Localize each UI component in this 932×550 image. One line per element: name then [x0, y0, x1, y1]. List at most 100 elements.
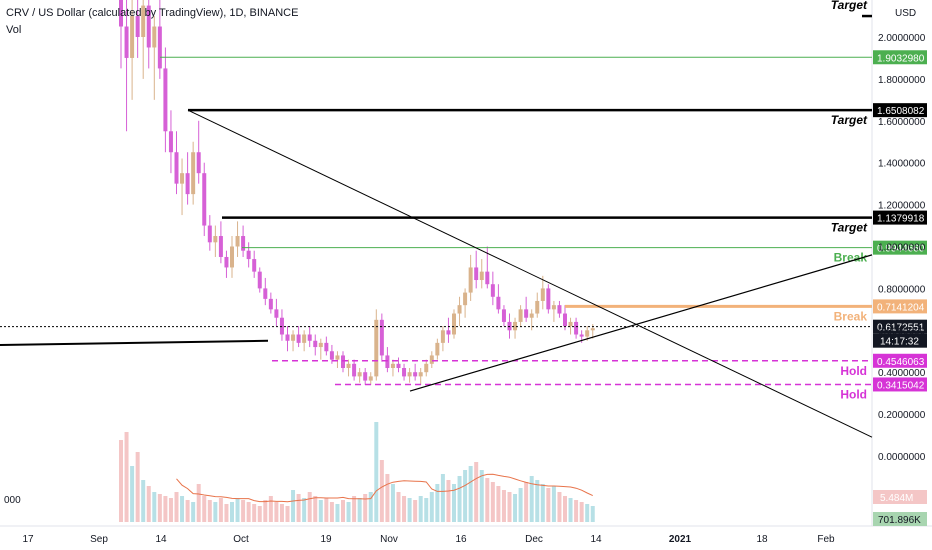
candle-body	[368, 376, 373, 381]
candle-body	[202, 173, 207, 226]
candle-body	[413, 372, 418, 377]
x-tick-label: Sep	[90, 534, 108, 545]
price-tag-text: 0.7141204	[877, 302, 925, 313]
volume-bar	[418, 496, 423, 522]
volume-bar	[507, 492, 512, 522]
price-tag-text: 0.4546063	[877, 357, 925, 368]
candle-body	[318, 342, 323, 348]
x-tick-label: 19	[320, 534, 332, 545]
y-tick-label: 0.2000000	[878, 410, 926, 421]
candle-body	[168, 131, 173, 153]
candle-body	[213, 236, 218, 243]
volume-bar	[574, 500, 579, 522]
volume-bar	[457, 476, 462, 522]
candle-body	[224, 256, 229, 268]
volume-bars	[119, 422, 595, 522]
candle-body	[257, 271, 262, 289]
volume-bar	[191, 502, 196, 522]
candle-body	[540, 288, 545, 301]
candle-body	[235, 236, 240, 247]
volume-tag-text: 5.484M	[880, 493, 913, 504]
volume-bar	[313, 496, 318, 522]
volume-bar	[524, 482, 529, 522]
volume-bar	[368, 492, 373, 522]
price-tag	[873, 240, 927, 255]
volume-bar	[246, 502, 251, 522]
candle-body	[329, 351, 334, 360]
chart-title: CRV / US Dollar (calculated by TradingVi…	[6, 7, 299, 19]
volume-tag	[873, 490, 927, 504]
volume-bar	[285, 506, 290, 522]
candle-body	[363, 372, 368, 381]
candle-body	[152, 26, 157, 48]
volume-bar	[363, 494, 368, 522]
partial-volume-tick: 000	[4, 495, 21, 506]
candle-body	[568, 321, 573, 327]
volume-bar	[446, 480, 451, 522]
volume-bar	[318, 500, 323, 522]
volume-bar	[490, 482, 495, 522]
x-tick-label: 14	[590, 534, 602, 545]
volume-bar	[291, 490, 296, 522]
x-tick-label: 18	[756, 534, 768, 545]
volume-bar	[263, 500, 268, 522]
volume-bar	[163, 496, 168, 522]
x-tick-label: Nov	[380, 534, 398, 545]
volume-bar	[230, 502, 234, 522]
candle-body	[241, 236, 246, 251]
candle-body	[535, 300, 540, 314]
candle-body	[574, 321, 579, 335]
candle-body	[390, 363, 395, 369]
candle-body	[296, 334, 301, 343]
candle-body	[268, 298, 273, 310]
volume-bar	[357, 498, 362, 522]
y-tick-label: 1.0000000	[878, 243, 926, 254]
candle-body	[507, 321, 512, 331]
candle-body	[563, 313, 567, 327]
level-label: Target	[831, 113, 868, 127]
volume-bar	[235, 498, 240, 522]
candle-body	[180, 173, 185, 184]
candle-body	[418, 372, 423, 377]
candle-body	[518, 309, 523, 322]
volume-bar	[279, 504, 284, 522]
candle-body	[246, 250, 251, 260]
volume-bar	[224, 504, 229, 522]
candle-body	[263, 288, 268, 299]
candle-body	[135, 16, 140, 37]
price-tag-text: 1.6508082	[877, 106, 925, 117]
price-tag	[873, 299, 927, 314]
volume-bar	[468, 466, 473, 522]
level-label: Target	[831, 221, 868, 235]
volume-bar	[546, 488, 551, 522]
candle-body	[551, 305, 556, 310]
candle-body	[218, 236, 223, 257]
candle-body	[291, 334, 296, 341]
candle-body	[352, 363, 357, 377]
volume-bar	[135, 452, 140, 522]
price-tag	[873, 103, 927, 118]
x-tick-label: Dec	[525, 534, 543, 545]
volume-bar	[379, 460, 384, 522]
volume-bar	[218, 498, 223, 522]
candle-body	[124, 26, 129, 58]
volume-bar	[590, 506, 595, 522]
candle-body	[324, 342, 329, 352]
volume-bar	[119, 440, 123, 522]
volume-bar	[396, 492, 401, 522]
candle-body	[501, 309, 506, 322]
candle-body	[590, 328, 595, 331]
candle-body	[490, 284, 495, 297]
price-tag-text: 0.9944660	[877, 244, 925, 255]
y-tick-label: 0.8000000	[878, 284, 926, 295]
price-tag	[873, 353, 927, 368]
candle-body	[157, 26, 162, 69]
volume-bar	[324, 498, 329, 522]
candle-body	[341, 355, 345, 369]
candle-body	[496, 296, 501, 310]
volume-bar	[157, 494, 162, 522]
price-tag-text: 1.9032980	[877, 53, 925, 64]
volume-bar	[335, 504, 340, 522]
